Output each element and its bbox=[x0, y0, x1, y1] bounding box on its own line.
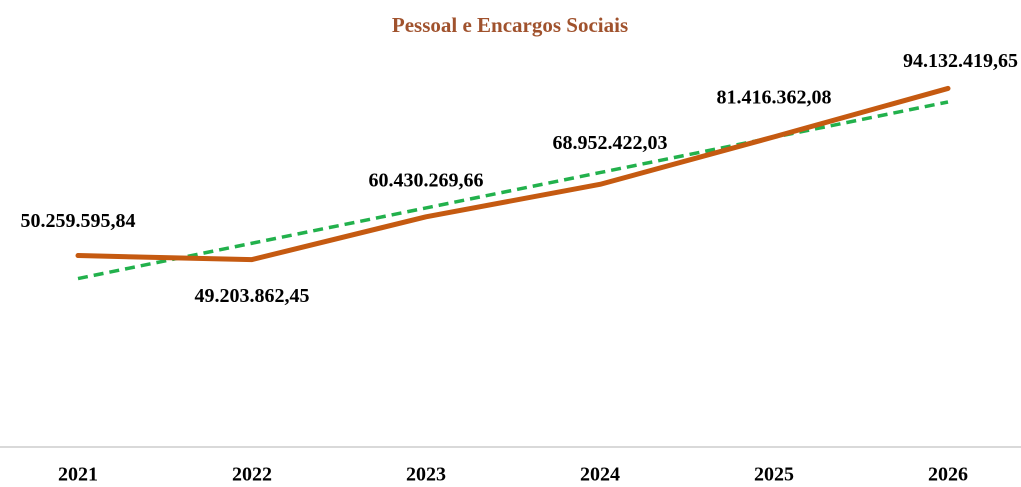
x-tick-label: 2023 bbox=[406, 464, 446, 486]
data-line bbox=[75, 85, 951, 263]
x-tick-label: 2024 bbox=[580, 464, 620, 486]
chart-title: Pessoal e Encargos Sociais bbox=[392, 13, 628, 37]
x-tick-label: 2022 bbox=[232, 464, 272, 486]
value-label: 60.430.269,66 bbox=[369, 169, 484, 191]
value-label: 68.952.422,03 bbox=[553, 132, 668, 154]
x-tick-label: 2021 bbox=[58, 464, 98, 486]
trend-line bbox=[77, 100, 949, 281]
x-tick-label: 2026 bbox=[928, 464, 968, 486]
value-label: 81.416.362,08 bbox=[717, 86, 832, 108]
value-label: 94.132.419,65 bbox=[903, 50, 1018, 72]
value-label: 50.259.595,84 bbox=[21, 210, 136, 232]
value-label: 49.203.862,45 bbox=[195, 285, 310, 307]
x-tick-label: 2025 bbox=[754, 464, 794, 486]
